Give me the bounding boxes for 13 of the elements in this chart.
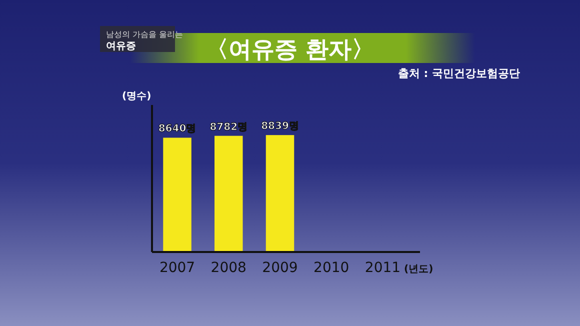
data-label: 8640명	[158, 124, 196, 135]
chart-subtitle: 남성의 가슴을 울리는 여유증	[106, 30, 184, 52]
chart-title: 〈여유증 환자〉	[205, 37, 375, 63]
x-tick-label: 2007	[159, 260, 196, 276]
x-tick-label: 2008	[210, 260, 246, 276]
data-label: 8839명	[261, 121, 299, 132]
x-tick-label: 2009	[262, 260, 298, 276]
x-tick-label: 2010	[314, 260, 350, 276]
source-note: 출처 : 국민건강보험공단	[398, 67, 520, 80]
y-axis-title: (명수)	[122, 91, 152, 102]
x-axis-title: (년도)	[404, 264, 434, 275]
data-label: 8782명	[210, 122, 248, 133]
x-tick-label: 2011	[364, 260, 401, 276]
